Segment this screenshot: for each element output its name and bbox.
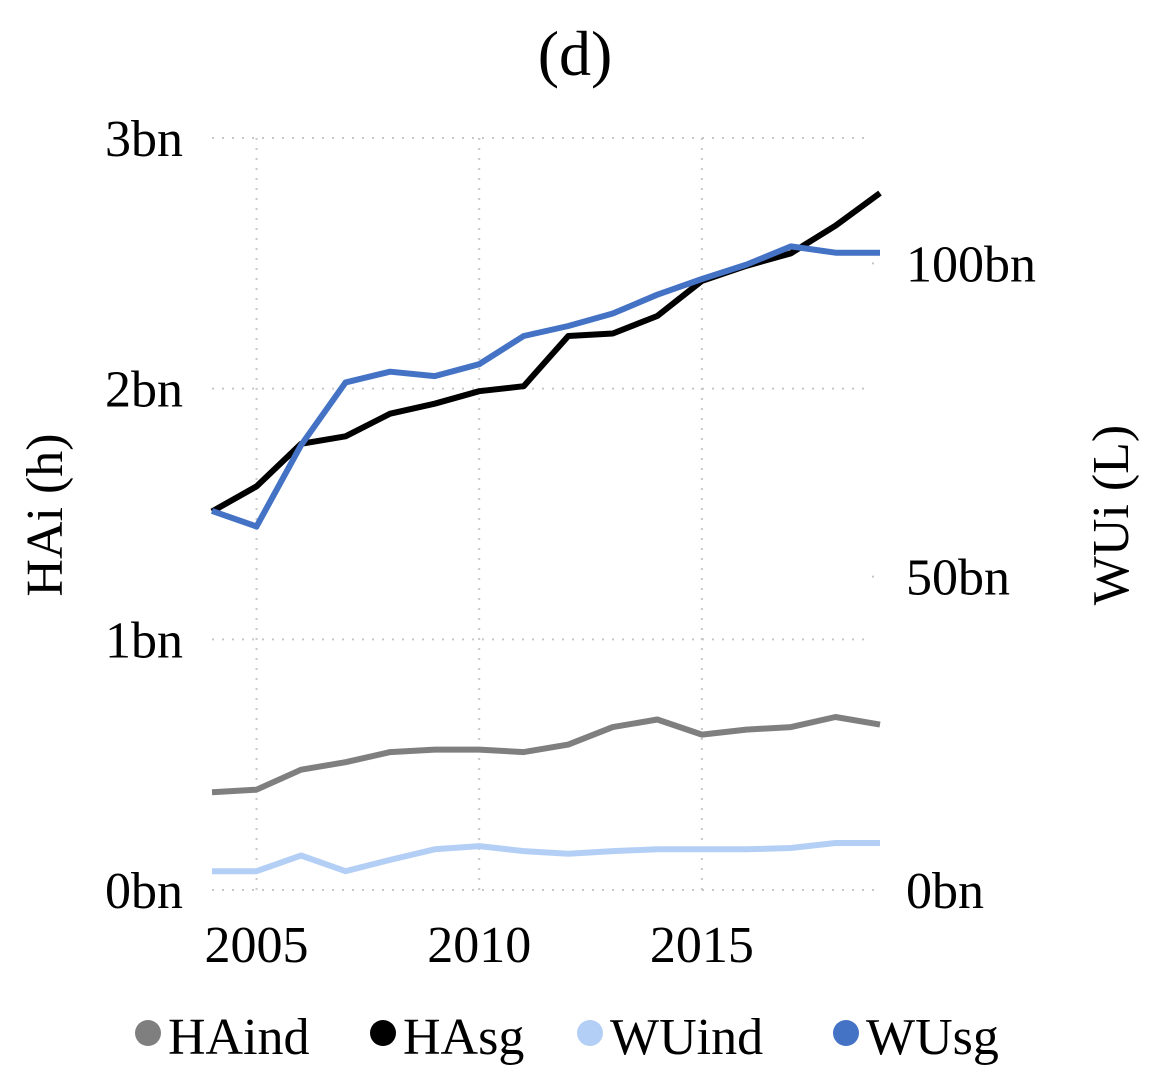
legend-label-haind: HAind [168,1009,310,1066]
series-line-wuind [212,840,880,875]
legend-label-wusg: WUsg [866,1009,999,1066]
left-tick-label: 1bn [105,612,183,669]
legend-marker-wusg [833,1020,859,1046]
series-line-wusg [211,243,880,530]
right-tick-label: 0bn [906,863,984,920]
left-tick-label: 2bn [105,362,183,419]
left-tick-label: 3bn [105,111,183,168]
legend-label-hasg: HAsg [403,1009,524,1066]
grid-lines [212,137,878,891]
x-tick-label: 2010 [427,917,531,974]
series-lines [210,190,882,875]
x-tick-label: 2015 [650,917,754,974]
legend-marker-wuind [577,1020,603,1046]
legend-marker-haind [135,1020,161,1046]
right-tick-label: 50bn [906,550,1010,607]
legend-label-wuind: WUind [610,1009,763,1066]
chart-title: (d) [538,18,613,89]
legend: HAind HAsg WUind WUsg [135,1009,999,1066]
left-axis-label: HAi (h) [17,433,74,596]
left-tick-label: 0bn [105,863,183,920]
x-tick-label: 2005 [205,917,309,974]
tick-labels: 0bn 1bn 2bn 3bn 2005 2010 2015 0bn 50bn 100bn [105,111,1036,974]
right-axis-label: WUi (L) [1083,425,1140,605]
legend-marker-hasg [370,1020,396,1046]
series-line-hasg [210,190,882,515]
series-line-haind [211,714,881,796]
right-tick-label: 100bn [906,236,1036,293]
